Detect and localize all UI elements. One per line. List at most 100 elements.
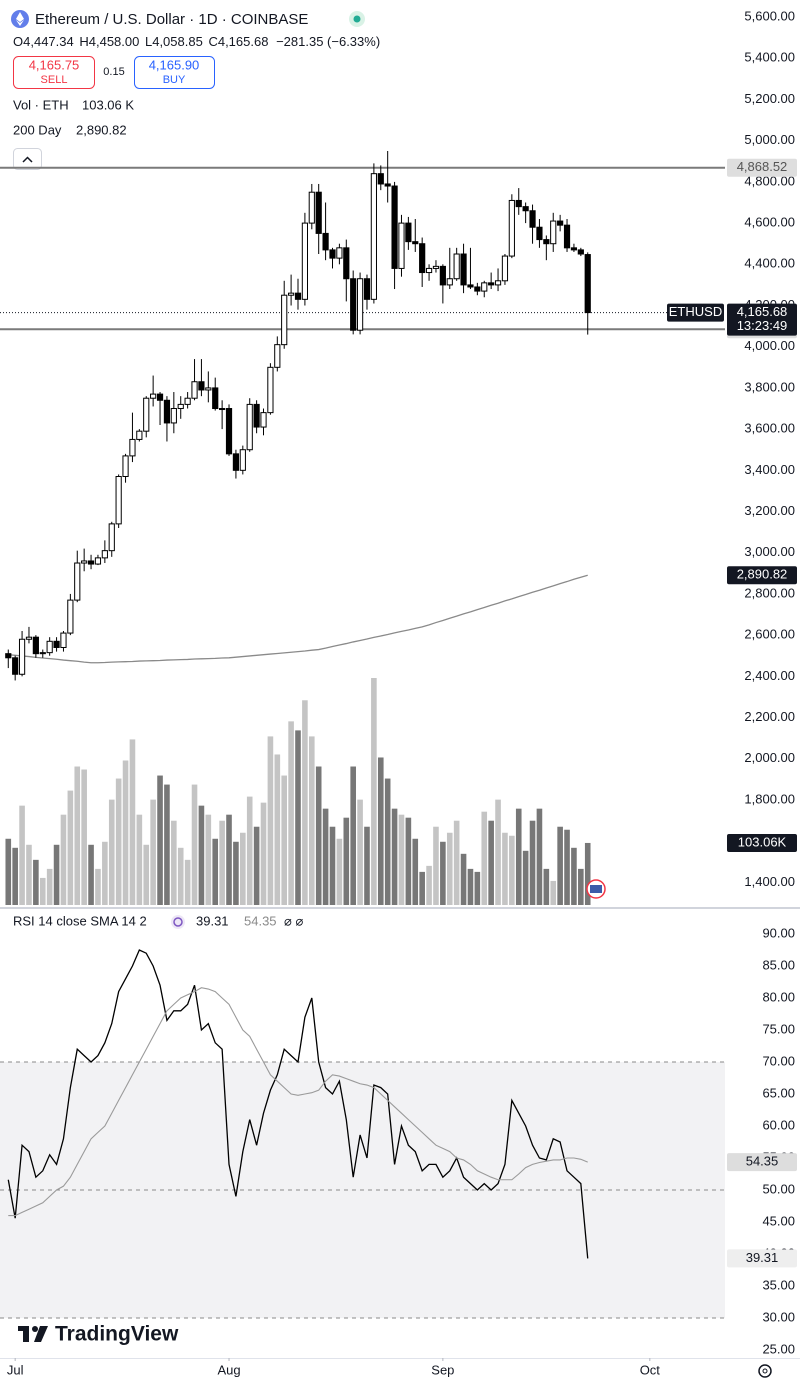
volume-bar [502, 832, 508, 905]
candle-body [177, 403, 184, 410]
volume-bar [46, 868, 53, 905]
volume-bar [453, 820, 460, 905]
candle-body [184, 397, 191, 405]
ohlc-change: −281.35 (−6.33%) [276, 34, 380, 49]
rsi-tick-label: 80.00 [762, 989, 795, 1004]
price-tick-label: 2,400.00 [744, 668, 795, 683]
volume-bar [584, 842, 591, 905]
rsi-axis-label-box [727, 1249, 797, 1268]
volume-bar [191, 784, 198, 905]
time-tick-label: Aug [217, 1362, 240, 1377]
event-badge-flag [590, 885, 602, 893]
volume-bar [184, 859, 191, 905]
volume-bar [53, 844, 60, 905]
rsi-tick-label: 30.00 [762, 1309, 795, 1324]
volume-bar [522, 850, 529, 905]
volume-bar [578, 868, 584, 905]
volume-bar [433, 826, 439, 905]
price-tick-label: 1,400.00 [744, 874, 795, 889]
candle-body [46, 640, 53, 654]
rsi-tick-label: 85.00 [762, 957, 795, 972]
volume-bar [474, 871, 481, 905]
candle-body [239, 449, 246, 471]
spread: 0.15 [103, 66, 124, 78]
candle-body [294, 292, 302, 300]
candle-body [501, 255, 509, 282]
rsi-line [7, 949, 589, 1259]
candle-body [143, 397, 150, 432]
volume-bar [177, 847, 184, 905]
rsi-tick-label: 75.00 [762, 1021, 795, 1036]
price-tick-label: 5,400.00 [744, 50, 795, 65]
volume-bar [19, 805, 25, 905]
volume-bar [122, 760, 129, 905]
volume-bar [136, 814, 143, 905]
volume-bar [350, 766, 356, 905]
candle-body [467, 284, 474, 288]
price-tick-label: 5,600.00 [744, 9, 795, 24]
price-tick-label: 4,400.00 [744, 256, 795, 271]
rsi-header-extra: ⌀ ⌀ [284, 913, 303, 928]
candle-body [432, 265, 440, 269]
volume-bar [39, 877, 46, 905]
candle-body [53, 640, 60, 648]
candle-body [163, 399, 171, 424]
candle-body [412, 241, 419, 245]
volume-bar [115, 778, 122, 905]
volume-bar [571, 847, 577, 905]
time-tick-label: Oct [640, 1362, 661, 1377]
candle-body [60, 632, 67, 648]
candle-body [12, 657, 19, 675]
symbol-box [667, 303, 724, 322]
ma-legend-value: 2,890.82 [76, 122, 127, 137]
rsi-axis-label: 39.31 [746, 1250, 779, 1265]
candle-body [25, 636, 33, 640]
candle-body [543, 239, 550, 245]
candle-body [488, 282, 495, 286]
collapse-button[interactable] [13, 148, 42, 170]
candle-body [481, 282, 488, 292]
logo-part [32, 1326, 38, 1332]
candle-body [350, 278, 357, 331]
candle-body [81, 560, 88, 564]
candle-body [570, 247, 578, 251]
volume-bar [460, 853, 467, 905]
price-tick-label: 4,600.00 [744, 215, 795, 230]
candle-body [536, 226, 543, 241]
price-tick-label: 4,000.00 [744, 338, 795, 353]
candle-body [170, 408, 177, 424]
ohlc-key: H [79, 34, 88, 49]
volume-legend-value: 103.06 K [82, 97, 134, 112]
price-tick-label: 3,800.00 [744, 379, 795, 394]
buy-button[interactable] [134, 56, 215, 89]
candle-body [363, 278, 371, 300]
candle-body [67, 599, 74, 634]
rsi-axis-label: 54.35 [746, 1154, 779, 1169]
volume-bar [233, 841, 239, 905]
candle-body [577, 249, 584, 255]
candle-body [329, 249, 336, 259]
volume-bar [440, 841, 446, 905]
collapse-chevron [22, 156, 33, 163]
volume-bar [157, 775, 163, 905]
candle-body [356, 278, 364, 331]
volume-bar [564, 829, 570, 905]
candle-body [391, 185, 398, 269]
candle-body [398, 222, 405, 269]
rsi-icon [171, 915, 185, 929]
candle-body [205, 387, 212, 391]
candle-body [198, 381, 205, 391]
settings-icon[interactable] [758, 1364, 772, 1378]
candle-body [322, 232, 329, 251]
sell-button[interactable] [13, 56, 95, 89]
ohlc-value: 4,058.85 [152, 34, 203, 49]
candle-body [336, 247, 343, 259]
ohlc-value: 4,458.00 [89, 34, 140, 49]
ma-axis-label: 2,890.82 [737, 567, 788, 582]
ohlc-key: O [13, 34, 23, 49]
candle-body [267, 366, 274, 414]
volume-bar [391, 808, 398, 905]
volume-bar [529, 820, 536, 905]
